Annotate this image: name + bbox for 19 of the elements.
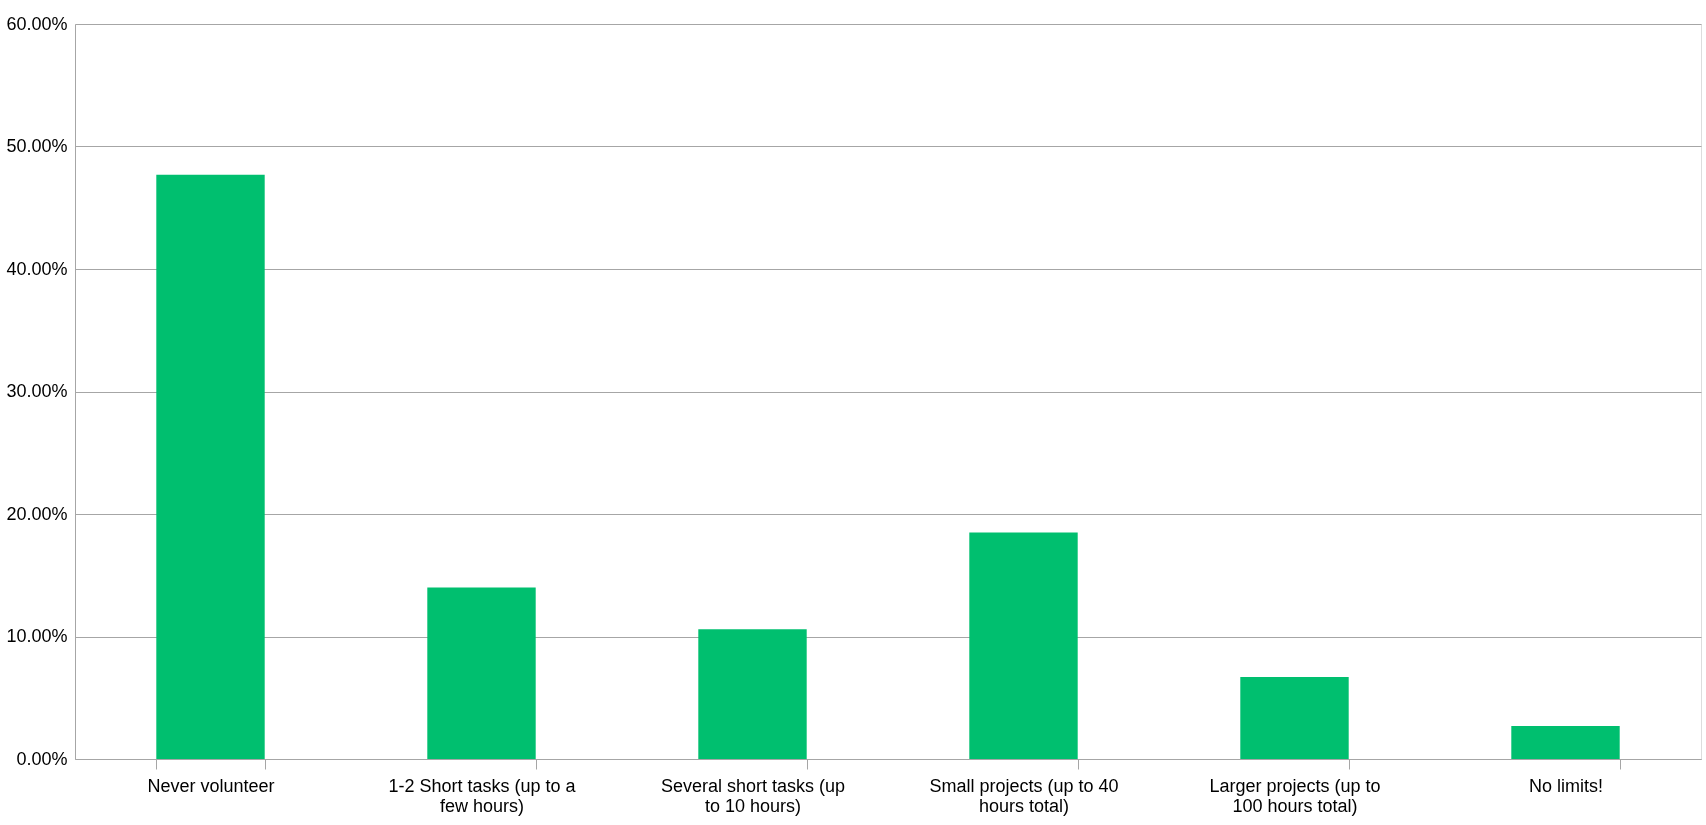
- x-tick-label: Several short tasks (up to 10 hours): [660, 775, 846, 816]
- bar: [1511, 725, 1620, 759]
- bar: [969, 532, 1078, 759]
- x-tick-label: Larger projects (up to 100 hours total): [1209, 775, 1381, 816]
- y-tick-label: 50.00%: [6, 136, 68, 156]
- bar: [1240, 676, 1349, 759]
- bar: [698, 629, 807, 759]
- y-tick-label: 20.00%: [6, 503, 68, 524]
- y-tick-label: 30.00%: [6, 381, 68, 401]
- y-tick-label: 10.00%: [6, 626, 68, 646]
- x-tick-label: Small projects (up to 40 hours total): [929, 775, 1119, 816]
- y-tick-label: 60.00%: [6, 13, 68, 34]
- y-tick-label: 0.00%: [16, 748, 68, 769]
- bar: [427, 587, 536, 759]
- x-tick-label: Never volunteer: [147, 775, 275, 796]
- y-tick-label: 40.00%: [6, 258, 68, 279]
- bar: [156, 174, 265, 759]
- x-tick-label: No limits!: [1528, 775, 1604, 796]
- x-tick-label: 1-2 Short tasks (up to a few hours): [388, 775, 577, 816]
